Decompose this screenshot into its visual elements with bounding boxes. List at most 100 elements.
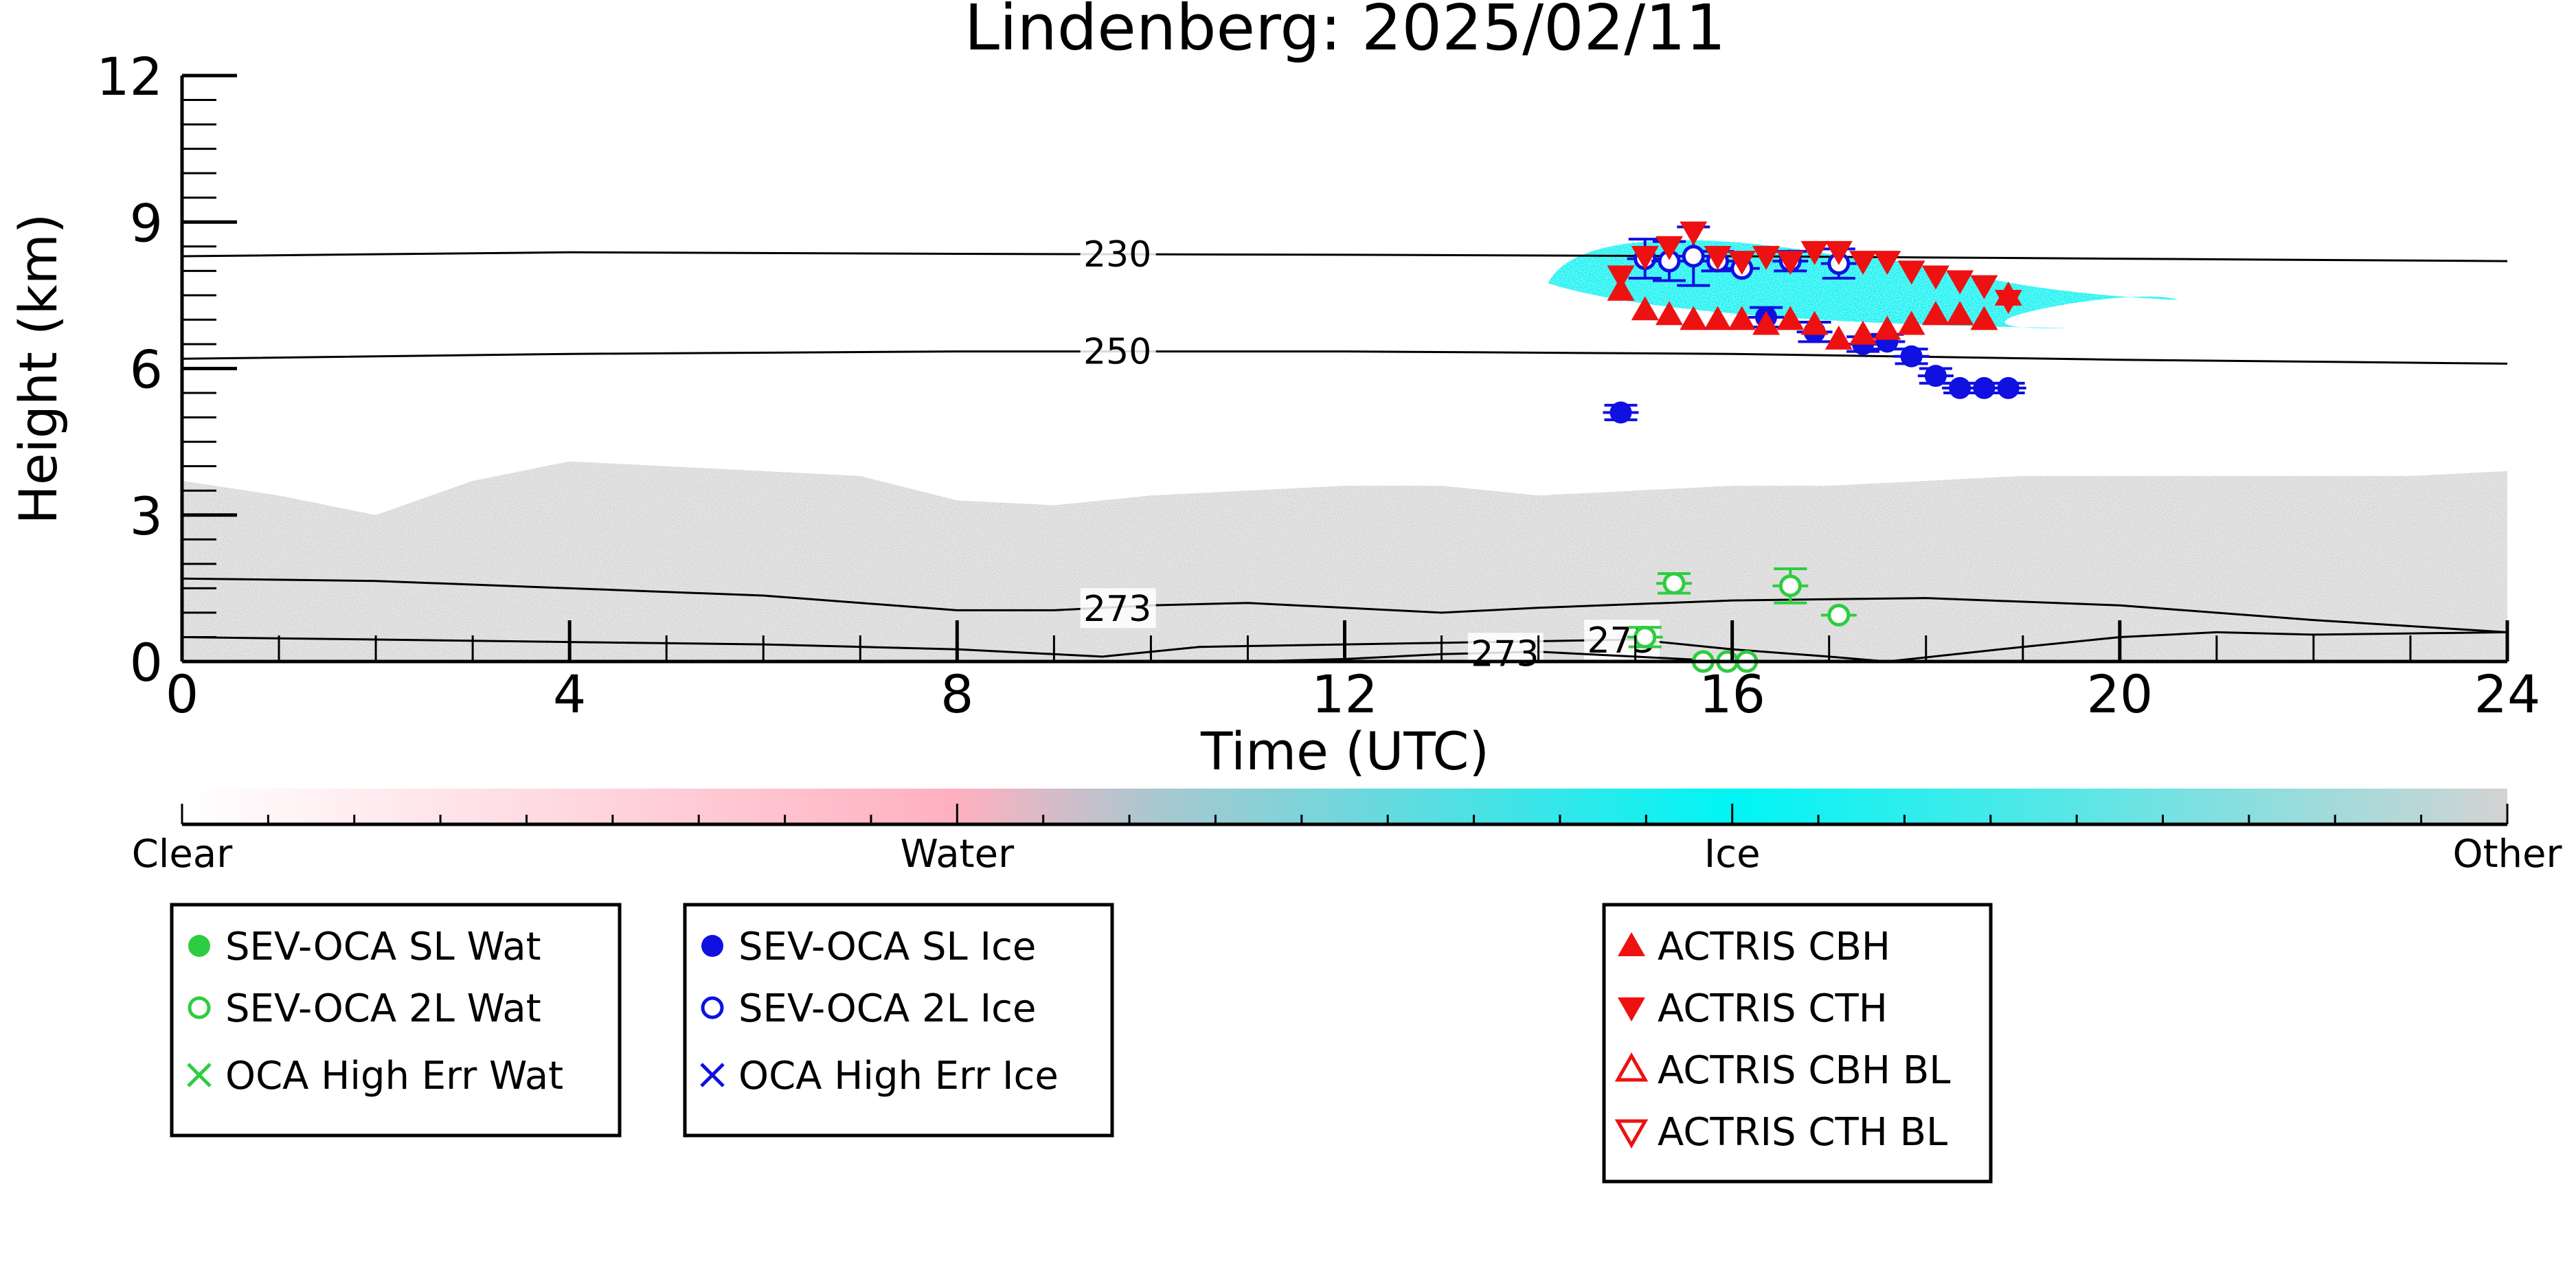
data-point [1778, 574, 1802, 598]
contour-label-bg [1080, 233, 1156, 273]
data-point [1849, 320, 1877, 345]
legend-box-1: SEV-OCA SL Wat SEV-OCA 2L Wat OCA High Err… [170, 903, 622, 1138]
contour-line [181, 577, 2508, 633]
legend-marker [701, 935, 723, 957]
legend-item: OCA High Err Wat [187, 1054, 563, 1098]
legend-marker [1614, 1119, 1649, 1149]
data-point [1776, 251, 1805, 275]
data-point [1704, 246, 1732, 271]
chart-title: Lindenberg: 2025/02/11 [964, 0, 1726, 65]
legend-item: ACTRIS CTH BL [1614, 1110, 1947, 1155]
data-point [1680, 221, 1708, 246]
y-tick-label: 9 [130, 192, 163, 253]
legend-label: SEV-OCA SL Wat [225, 925, 541, 969]
contour-line [181, 350, 2508, 365]
colorbar-label: Water [901, 832, 1015, 877]
series-actris-cth [1607, 221, 2022, 314]
retrieval-points [1603, 221, 2026, 673]
y-tick-label: 3 [130, 486, 163, 547]
data-point [1997, 376, 2020, 399]
legend-frame [1602, 903, 1993, 1184]
data-point [1824, 240, 1853, 265]
legend-label: OCA High Err Wat [225, 1054, 563, 1098]
data-point [1752, 246, 1781, 271]
colorbar: Clear Water Ice Other [132, 789, 2562, 877]
colorbar-label: Ice [1704, 832, 1761, 877]
data-point [1776, 306, 1805, 330]
legend-frame [170, 903, 622, 1138]
legend-label: ACTRIS CTH BL [1658, 1110, 1947, 1155]
x-tick-label: 24 [2474, 664, 2541, 725]
contour-label: 250 [1083, 332, 1151, 373]
contour-label: 230 [1083, 234, 1151, 275]
legend-marker [1614, 1052, 1649, 1082]
legend-label: SEV-OCA SL Ice [738, 925, 1036, 969]
legend-label: ACTRIS CTH [1658, 986, 1888, 1031]
colorbar-label: Clear [132, 832, 233, 877]
legend-item: SEV-OCA SL Wat [188, 925, 541, 969]
data-point [1728, 306, 1756, 330]
data-point [1921, 265, 1950, 290]
contour-label: 273 [1471, 633, 1539, 675]
legend: SEV-OCA SL Wat SEV-OCA 2L Wat OCA High Err… [170, 903, 1993, 1184]
legend-label: SEV-OCA 2L Ice [738, 986, 1036, 1031]
data-point [1970, 275, 1998, 300]
legend-marker [701, 996, 724, 1019]
contour-label-bg [1080, 588, 1156, 629]
data-point [1827, 603, 1851, 626]
data-point [1662, 572, 1686, 595]
data-point [1849, 251, 1877, 275]
data-point [1728, 251, 1756, 275]
series-sev-oca-2l-ice [1627, 225, 1857, 287]
data-point [1680, 306, 1708, 330]
data-point [1655, 236, 1683, 260]
data-point [1994, 289, 2022, 314]
data-point [1609, 401, 1632, 424]
y-axis-label: Height (km) [8, 214, 69, 525]
background-classification [182, 240, 2507, 662]
data-point [1970, 306, 1998, 330]
data-point [1704, 306, 1732, 330]
data-point [1607, 265, 1635, 290]
x-tick-label: 12 [1311, 664, 1378, 725]
legend-marker [1618, 932, 1645, 956]
legend-marker [188, 935, 210, 957]
legend-item: SEV-OCA 2L Wat [188, 986, 541, 1031]
legend-box-2: SEV-OCA SL Ice SEV-OCA 2L Ice OCA High Err… [683, 903, 1114, 1138]
legend-frame [683, 903, 1114, 1138]
data-point [1946, 270, 1974, 295]
legend-box-3: ACTRIS CBH ACTRIS CTH ACTRIS CBH BL ACTRIS … [1602, 903, 1993, 1184]
x-tick-label: 4 [553, 664, 586, 725]
contour-label-bg [1467, 633, 1544, 673]
legend-marker [187, 1063, 212, 1087]
legend-item: ACTRIS CBH [1618, 925, 1890, 969]
x-axis-label: Time (UTC) [1200, 721, 1489, 782]
data-point [1631, 296, 1659, 321]
data-point [1949, 376, 1971, 399]
data-point [1682, 245, 1705, 268]
background-other-region [182, 461, 2507, 662]
data-point [1631, 246, 1659, 271]
data-point [1800, 240, 1829, 265]
legend-item: OCA High Err Ice [700, 1054, 1059, 1098]
legend-marker [1618, 997, 1645, 1021]
data-point [1946, 301, 1974, 326]
contour-label: 273 [1083, 589, 1151, 630]
data-point [1655, 301, 1683, 326]
data-point [1752, 310, 1781, 335]
data-point [1873, 315, 1901, 340]
x-tick-label: 0 [166, 664, 199, 725]
legend-item: SEV-OCA SL Ice [701, 925, 1036, 969]
legend-label: ACTRIS CBH [1658, 925, 1890, 969]
contour-label-bg [1080, 330, 1156, 371]
data-point [1924, 365, 1947, 387]
legend-item: ACTRIS CBH BL [1614, 1048, 1950, 1093]
x-tick-label: 20 [2086, 664, 2153, 725]
data-point [1973, 376, 1996, 399]
data-point [1800, 310, 1829, 335]
data-point [1921, 301, 1950, 326]
legend-label: ACTRIS CBH BL [1658, 1048, 1950, 1093]
contour-line [181, 251, 2508, 262]
